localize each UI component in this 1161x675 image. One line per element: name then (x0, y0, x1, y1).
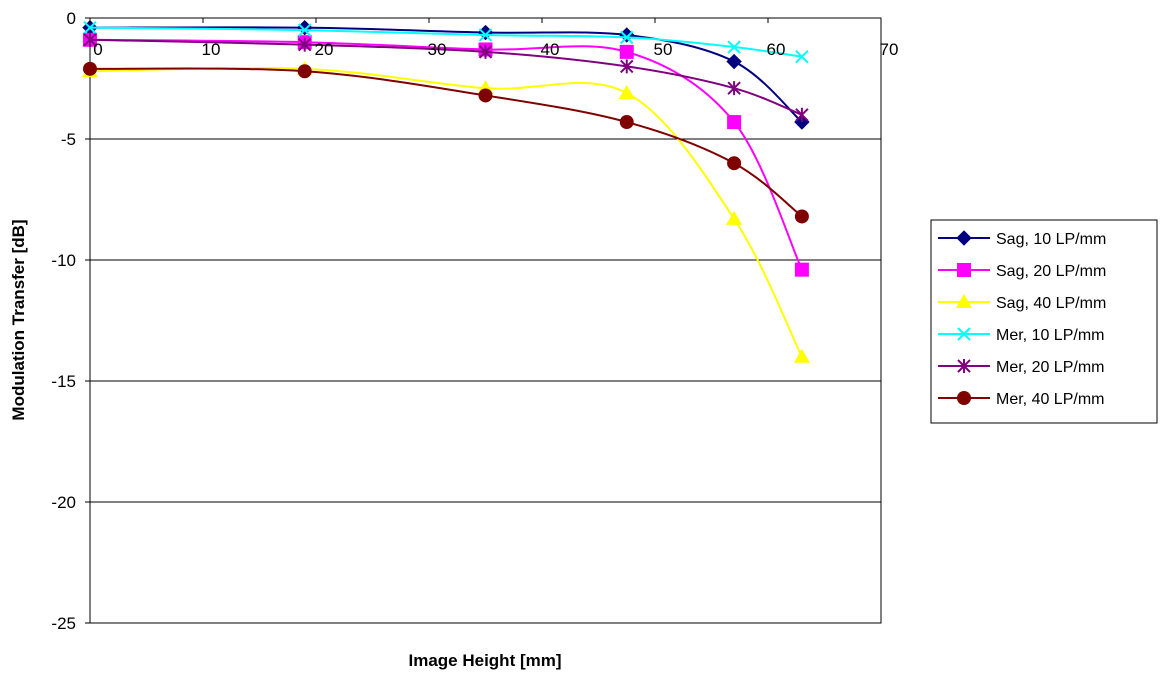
y-tick-label: -15 (51, 372, 76, 391)
data-point (618, 85, 635, 100)
series-3 (82, 60, 810, 363)
data-point (794, 262, 809, 277)
y-tick-label: -10 (51, 251, 76, 270)
legend-marker (956, 294, 972, 308)
data-point (619, 44, 634, 59)
legend-label: Sag, 20 LP/mm (996, 263, 1106, 280)
y-tick-label: -25 (51, 614, 76, 633)
series-4 (83, 20, 809, 64)
legend-marker (956, 230, 972, 246)
x-axis-title: Image Height [mm] (408, 651, 561, 670)
legend-item: Sag, 10 LP/mm (938, 230, 1106, 248)
data-point (478, 44, 493, 59)
series-line (89, 66, 803, 358)
legend-items: Sag, 10 LP/mm Sag, 20 LP/mm Sag, 40 LP/mm M… (938, 230, 1106, 408)
data-point (795, 107, 809, 122)
legend-item: Mer, 10 LP/mm (938, 327, 1104, 344)
legend-label: Sag, 10 LP/mm (996, 231, 1106, 248)
data-point (727, 156, 742, 171)
data-point (297, 23, 312, 37)
legend-label: Sag, 40 LP/mm (996, 295, 1106, 312)
data-point (795, 50, 809, 64)
legend-item: Mer, 40 LP/mm (938, 391, 1104, 408)
data-point (297, 64, 312, 79)
x-tick-label: 70 (880, 40, 899, 59)
x-tick-label: 10 (202, 40, 221, 59)
legend-item: Sag, 40 LP/mm (938, 294, 1106, 312)
data-point (478, 28, 493, 42)
data-point (620, 59, 634, 74)
legend-label: Mer, 20 LP/mm (996, 359, 1104, 376)
legend-marker (957, 263, 971, 277)
x-tick-label: 20 (315, 40, 334, 59)
legend-item: Mer, 20 LP/mm (938, 359, 1104, 376)
data-point (297, 37, 312, 52)
series-layer (82, 19, 810, 363)
series-6 (83, 61, 809, 224)
legend-marker (957, 327, 971, 341)
x-axis-ticks: 0 10 20 30 40 50 60 70 (89, 18, 899, 59)
y-tick-label: 0 (67, 9, 76, 28)
x-tick-label: 50 (654, 40, 673, 59)
data-point (726, 53, 742, 70)
series-1 (82, 19, 810, 130)
data-point (794, 209, 809, 224)
data-point (83, 20, 97, 35)
x-tick-label: 60 (767, 40, 786, 59)
x-tick-label: 40 (541, 40, 560, 59)
series-5 (83, 32, 809, 122)
series-line (89, 38, 803, 271)
data-point (727, 40, 741, 54)
data-point (296, 19, 313, 36)
data-point (727, 81, 741, 96)
legend-label: Mer, 10 LP/mm (996, 327, 1104, 344)
data-point (619, 27, 635, 43)
y-axis-ticks: 0 -5 -10 -15 -20 -25 (51, 9, 90, 633)
data-point (83, 32, 97, 47)
y-axis-title: Modulation Transfer [dB] (9, 219, 28, 420)
x-tick-label: 0 (93, 40, 102, 59)
series-line (89, 67, 803, 218)
x-tick-label: 30 (428, 40, 447, 59)
data-point (620, 30, 634, 45)
data-point (726, 210, 743, 225)
y-tick-label: -20 (51, 493, 76, 512)
legend-marker (957, 359, 971, 373)
legend-item: Sag, 20 LP/mm (938, 263, 1106, 280)
data-point (727, 115, 742, 130)
data-point (83, 61, 97, 76)
legend-marker (957, 391, 971, 405)
legend-box (930, 219, 1158, 424)
y-tick-label: -5 (61, 130, 76, 149)
data-point (793, 348, 810, 363)
legend: Sag, 10 LP/mm Sag, 20 LP/mm Sag, 40 LP/mm M… (930, 219, 1158, 424)
grid-lines (90, 138, 881, 503)
data-point (619, 115, 634, 130)
data-point (478, 88, 493, 103)
plot-area (89, 17, 882, 624)
data-point (477, 24, 494, 41)
legend-label: Mer, 40 LP/mm (996, 391, 1104, 408)
